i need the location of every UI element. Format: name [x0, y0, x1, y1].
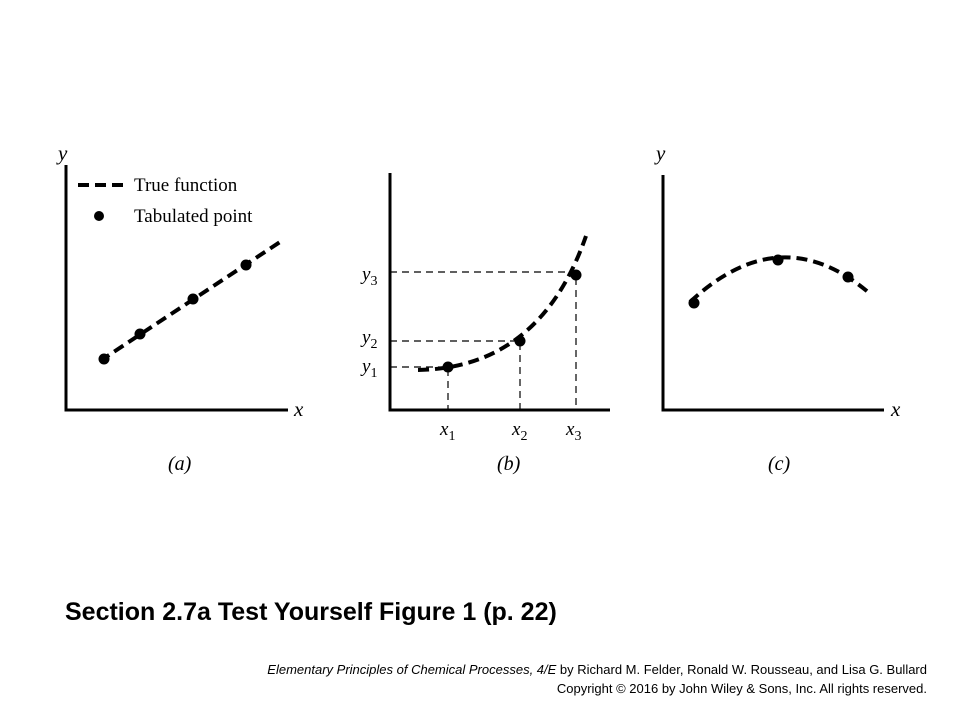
panel-b-guide-1 [390, 366, 449, 410]
panel-a-axes [64, 165, 288, 412]
book-authors: by Richard M. Felder, Ronald W. Rousseau… [556, 662, 927, 677]
panel-b-x1-label: x1 [439, 419, 455, 444]
panel-c: y x (c) [654, 141, 901, 475]
book-title: Elementary Principles of Chemical Proces… [267, 662, 557, 677]
panel-c-axes [661, 175, 884, 412]
panel-c-caption: (c) [768, 453, 791, 475]
panel-c-point-2 [772, 254, 784, 266]
panel-a-caption: (a) [168, 453, 192, 475]
credit-line-1: Elementary Principles of Chemical Proces… [267, 660, 927, 679]
panel-a-point-3 [187, 293, 199, 305]
panel-c-x-axis-label: x [890, 397, 901, 421]
panel-b-guide-2 [390, 340, 521, 410]
panel-b-caption: (b) [497, 453, 521, 475]
panel-b-y2-label: y2 [360, 327, 377, 352]
panel-a-point-1 [98, 353, 110, 365]
panel-c-point-3 [842, 271, 854, 283]
panel-a-y-axis-label: y [56, 141, 68, 165]
panel-b-true-function-curve [417, 235, 588, 372]
panel-a-x-axis-label: x [293, 397, 304, 421]
panel-c-y-axis-label: y [654, 141, 666, 165]
panel-b-x2-label: x2 [511, 419, 527, 444]
slide-title: Section 2.7a Test Yourself Figure 1 (p. … [65, 598, 557, 626]
legend-true-function-label: True function [134, 175, 238, 196]
book-credit: Elementary Principles of Chemical Proces… [267, 660, 927, 698]
panel-b-point-2 [514, 335, 526, 347]
panel-b-x3-label: x3 [565, 419, 581, 444]
copyright-notice: Copyright © 2016 by John Wiley & Sons, I… [556, 681, 927, 696]
legend-tabulated-point-label: Tabulated point [134, 206, 253, 227]
legend-point-swatch [94, 211, 104, 221]
panel-a-point-4 [240, 259, 252, 271]
panel-b-point-3 [570, 269, 582, 281]
panel-b-axes [388, 173, 610, 412]
panel-c-point-1 [688, 297, 700, 309]
panel-b: y3 y2 y1 x1 x2 x3 (b) [360, 173, 610, 475]
panel-a: y x True function Tabulated point (a) [56, 141, 304, 475]
panel-b-point-1 [442, 361, 454, 373]
figure-diagram: y x True function Tabulated point (a) y3… [56, 141, 901, 475]
panel-a-point-2 [134, 328, 146, 340]
panel-b-y3-label: y3 [360, 264, 377, 289]
panel-b-y1-label: y1 [360, 356, 377, 381]
